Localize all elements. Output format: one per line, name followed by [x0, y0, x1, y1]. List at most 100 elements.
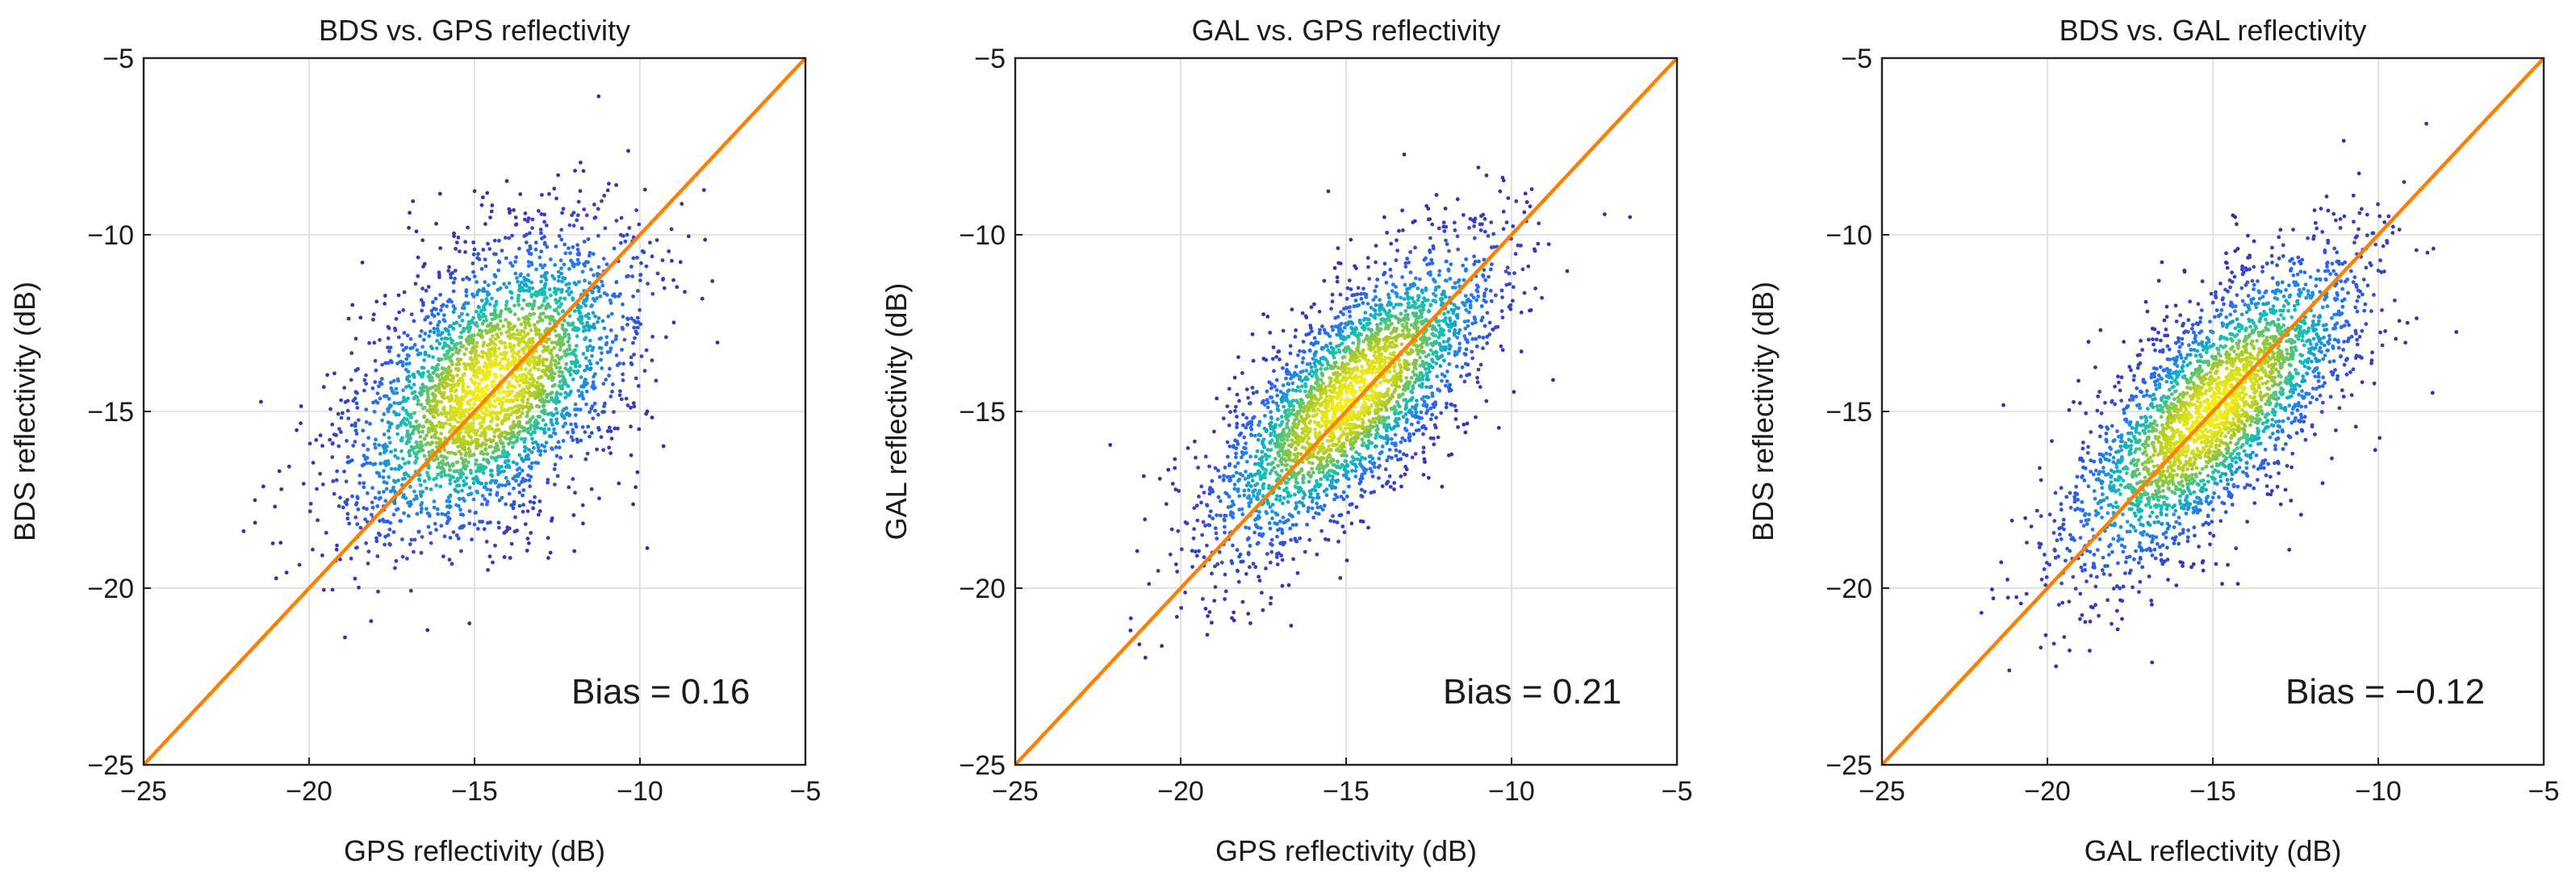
scatter-point	[432, 499, 437, 503]
scatter-point	[1526, 264, 1531, 269]
scatter-point	[512, 420, 516, 424]
scatter-point	[436, 399, 441, 404]
scatter-point	[354, 432, 359, 436]
scatter-point	[1474, 415, 1478, 420]
scatter-point	[408, 361, 412, 365]
scatter-point	[504, 351, 509, 355]
scatter-point	[498, 319, 503, 324]
scatter-point	[1376, 465, 1381, 470]
scatter-point	[550, 348, 554, 353]
scatter-point	[444, 328, 449, 332]
scatter-point	[451, 427, 456, 431]
scatter-point	[559, 228, 564, 232]
scatter-point	[430, 440, 434, 445]
scatter-point	[1466, 319, 1470, 324]
scatter-point	[439, 400, 444, 404]
scatter-point	[1366, 525, 1370, 530]
scatter-point	[400, 457, 405, 461]
scatter-point	[458, 507, 462, 512]
scatter-point	[486, 387, 490, 392]
scatter-point	[550, 384, 555, 388]
scatter-point	[1522, 210, 1527, 215]
scatter-point	[364, 373, 368, 378]
scatter-point	[383, 302, 387, 306]
scatter-point	[553, 286, 557, 291]
scatter-point	[403, 421, 407, 426]
scatter-point	[440, 454, 444, 458]
scatter-point	[1457, 331, 1461, 336]
scatter-point	[508, 326, 513, 331]
scatter-point	[1275, 534, 1279, 539]
scatter-point	[1369, 313, 1374, 317]
scatter-point	[632, 325, 637, 330]
scatter-point	[332, 432, 337, 436]
scatter-point	[1409, 323, 1414, 328]
scatter-point	[565, 430, 570, 435]
scatter-point	[1400, 275, 1404, 279]
scatter-point	[482, 467, 486, 471]
scatter-point	[440, 304, 444, 308]
scatter-point	[525, 537, 530, 541]
scatter-point	[562, 242, 567, 247]
scatter-point	[1263, 414, 1267, 418]
scatter-point	[508, 336, 512, 340]
scatter-point	[525, 332, 530, 336]
scatter-point	[1275, 417, 1280, 421]
scatter-point	[1273, 384, 1277, 389]
scatter-point	[1462, 278, 1466, 282]
scatter-point	[510, 445, 515, 449]
scatter-point	[542, 240, 547, 245]
scatter-point	[502, 469, 506, 474]
scatter-point	[542, 344, 546, 349]
scatter-point	[446, 269, 451, 273]
scatter-point	[427, 512, 432, 516]
scatter-point	[578, 364, 582, 369]
scatter-point	[637, 222, 642, 227]
scatter-point	[408, 453, 412, 458]
scatter-point	[1411, 432, 1416, 436]
scatter-point	[1228, 410, 1232, 415]
scatter-point	[521, 406, 525, 411]
scatter-point	[408, 346, 413, 351]
scatter-point	[507, 281, 512, 286]
scatter-point	[1207, 464, 1211, 469]
scatter-point	[515, 391, 520, 395]
scatter-point	[431, 371, 436, 375]
scatter-point	[486, 241, 490, 246]
scatter-point	[1428, 370, 1432, 374]
scatter-point	[441, 554, 445, 559]
scatter-point	[576, 317, 581, 322]
scatter-point	[550, 413, 555, 418]
scatter-point	[367, 340, 371, 345]
scatter-point	[565, 348, 570, 353]
scatter-point	[1310, 329, 1314, 334]
scatter-point	[469, 377, 474, 382]
scatter-point	[559, 271, 564, 276]
scatter-point	[1223, 524, 1227, 529]
scatter-point	[576, 251, 581, 256]
scatter-point	[433, 394, 437, 398]
scatter-point	[1421, 403, 1426, 407]
scatter-point	[454, 533, 459, 537]
scatter-point	[1514, 199, 1519, 203]
scatter-point	[558, 258, 563, 263]
scatter-point	[361, 428, 366, 433]
scatter-point	[442, 448, 447, 453]
scatter-point	[500, 407, 504, 412]
scatter-point	[376, 589, 380, 594]
scatter-point	[424, 486, 429, 491]
scatter-point	[468, 441, 473, 446]
scatter-point	[1319, 367, 1323, 371]
scatter-point	[522, 346, 527, 350]
scatter-point	[506, 382, 511, 386]
scatter-point	[1321, 355, 1326, 360]
scatter-point	[549, 434, 554, 439]
scatter-point	[605, 429, 610, 433]
scatter-point	[445, 304, 449, 308]
scatter-point	[461, 409, 466, 414]
scatter-point	[1304, 394, 1309, 399]
scatter-point	[1389, 241, 1394, 246]
scatter-point	[520, 457, 524, 461]
scatter-point	[546, 365, 551, 370]
scatter-point	[414, 440, 419, 445]
